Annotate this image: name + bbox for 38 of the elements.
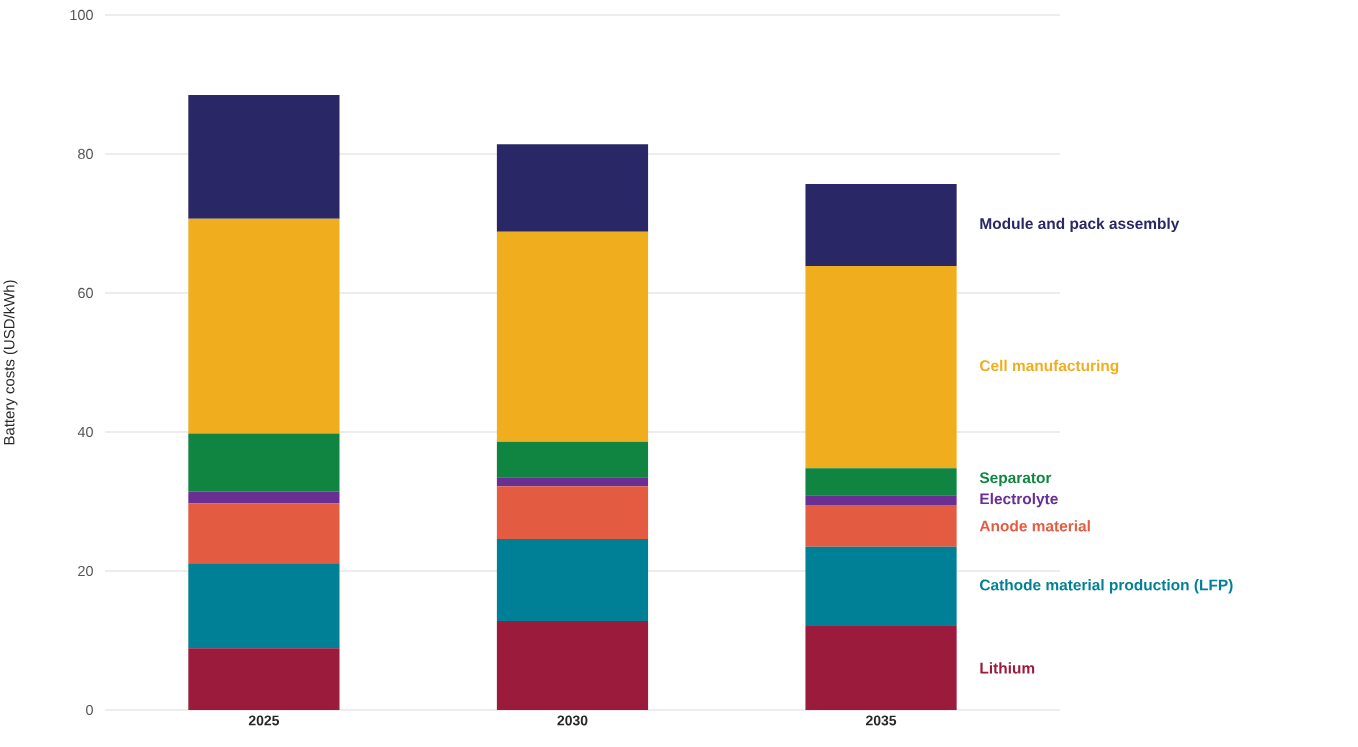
y-tick-label: 80 [78, 148, 93, 160]
bar [188, 503, 340, 564]
bar [496, 486, 649, 540]
bar [496, 231, 649, 442]
bar [496, 477, 649, 487]
bar [188, 218, 340, 434]
bar [188, 94, 340, 219]
series-label: Electrolyte [980, 492, 1058, 508]
series-label: Separator [979, 472, 1052, 487]
x-tick-label: 2025 [248, 715, 280, 726]
y-tick-label: 100 [70, 9, 93, 21]
series-label: Anode material [979, 520, 1090, 532]
bar [805, 183, 957, 266]
bar [496, 144, 649, 232]
series-label: Cathode material production (LFP) [980, 579, 1233, 594]
bar [188, 648, 340, 710]
bar [496, 539, 649, 622]
bar [805, 625, 957, 710]
bar [805, 265, 957, 469]
x-tick-label: 2030 [557, 715, 588, 726]
series-label: Cell manufacturing [980, 359, 1119, 375]
series-label: Lithium [980, 662, 1035, 674]
bar [805, 495, 957, 505]
bar [188, 563, 340, 649]
bar [496, 441, 649, 478]
bar [188, 433, 340, 492]
y-axis-title: Battery costs (USD/kWh) [3, 280, 18, 445]
bar [496, 621, 649, 710]
y-tick-label: 60 [78, 287, 93, 299]
bar [805, 504, 957, 547]
bar [805, 546, 957, 626]
series-label: Module and pack assembly [980, 217, 1180, 233]
y-tick-label: 20 [78, 565, 93, 577]
bar [805, 468, 957, 496]
bar [188, 491, 340, 504]
y-tick-label: 40 [77, 426, 93, 438]
y-tick-label: 0 [86, 704, 93, 716]
x-tick-label: 2035 [866, 715, 897, 726]
